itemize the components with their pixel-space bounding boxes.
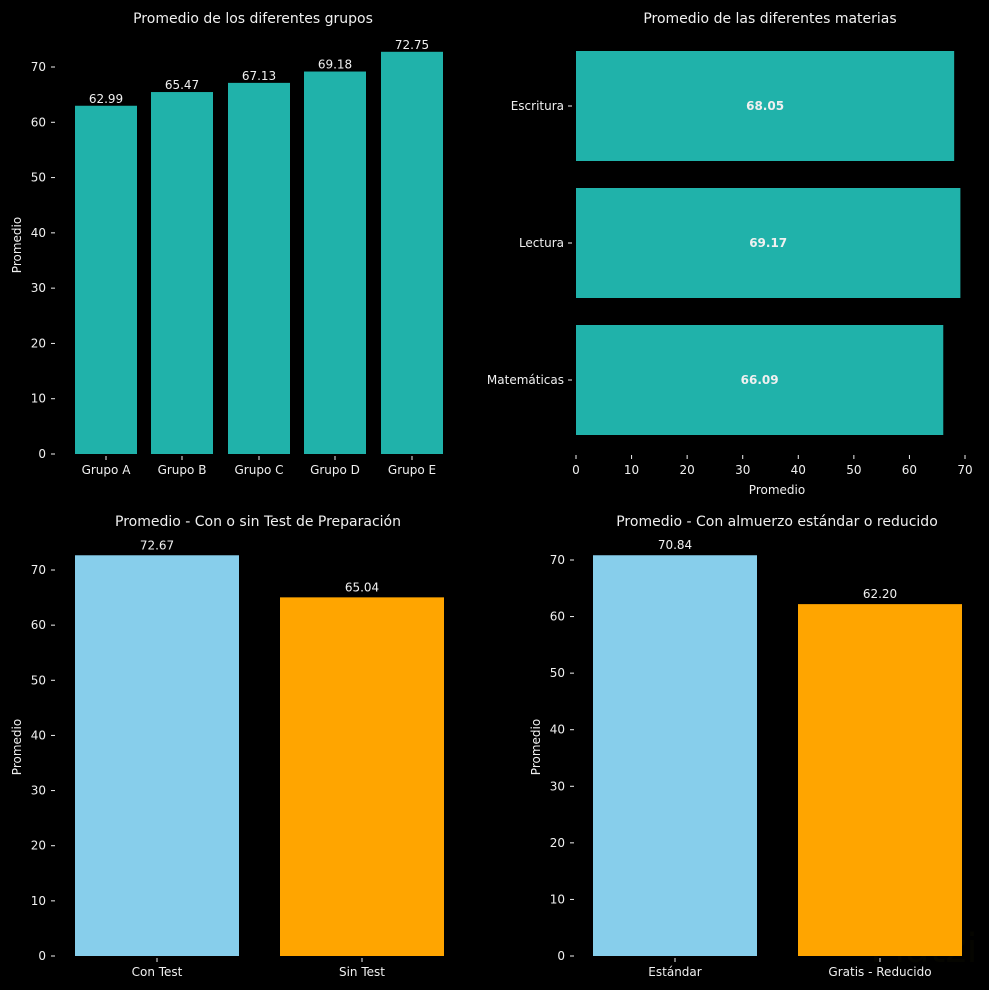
x-tick-label: 10 [624, 463, 639, 477]
bar-value-label: 62.20 [863, 587, 897, 601]
bar-value-label: 62.99 [89, 92, 123, 106]
bar-value-label: 69.17 [749, 236, 787, 250]
x-tick-label: 50 [846, 463, 861, 477]
x-tick-label: 40 [791, 463, 806, 477]
bar-grupo-e [381, 51, 443, 455]
bar-grupo-a [75, 105, 137, 455]
bar-value-label: 70.84 [658, 538, 692, 552]
bar-value-label: 67.13 [242, 69, 276, 83]
x-tick-label: 30 [735, 463, 750, 477]
y-tick-label: 50 [31, 171, 46, 185]
x-tick-label: 60 [902, 463, 917, 477]
bar-value-label: 65.04 [345, 580, 379, 594]
x-tick-label: Gratis - Reducido [828, 965, 931, 979]
x-tick-label: Sin Test [339, 965, 385, 979]
x-axis-label-subjects: Promedio [749, 483, 805, 497]
y-tick-label: 0 [38, 447, 46, 461]
y-tick-label: 70 [31, 60, 46, 74]
y-tick-label: 40 [31, 728, 46, 742]
x-tick-label: Estándar [648, 965, 701, 979]
y-tick-label: 0 [38, 949, 46, 963]
bar-value-label: 65.47 [165, 78, 199, 92]
y-tick-label: 10 [550, 892, 565, 906]
bar-con-test [75, 555, 239, 956]
y-axis-label-prep: Promedio [10, 719, 24, 775]
y-axis-label-groups: Promedio [10, 217, 24, 273]
x-tick-label: 70 [957, 463, 972, 477]
x-tick-label: 0 [572, 463, 580, 477]
bar-value-label: 68.05 [746, 99, 784, 113]
bar-matem-ticas [576, 325, 944, 435]
bar-value-label: 72.67 [140, 538, 174, 552]
chart-lunch: 0 10 20 30 40 50 60 70 70.84 Estándar 62.20 Gratis … [550, 538, 962, 979]
y-tick-label: 20 [31, 839, 46, 853]
y-tick-label: 0 [557, 949, 565, 963]
bar-grupo-b [151, 92, 213, 454]
y-tick-label: Matemáticas [487, 373, 564, 387]
y-tick-label: 30 [31, 281, 46, 295]
bar-grupo-d [304, 71, 366, 454]
y-tick-label: 60 [31, 618, 46, 632]
chart-subjects: 0 10 20 30 40 50 60 70 68.05 Escritura 69.17 Lectur… [487, 51, 973, 477]
y-tick-label: 20 [550, 836, 565, 850]
x-tick-label: Grupo E [388, 463, 436, 477]
x-tick-label: Grupo B [158, 463, 207, 477]
y-tick-label: 20 [31, 336, 46, 350]
x-tick-label: Grupo D [310, 463, 360, 477]
x-tick-label: Con Test [132, 965, 183, 979]
y-tick-label: 40 [31, 226, 46, 240]
x-tick-label: Grupo C [235, 463, 284, 477]
y-tick-label: 30 [31, 784, 46, 798]
y-tick-label: 10 [31, 894, 46, 908]
y-tick-label: 60 [31, 115, 46, 129]
y-tick-label: 10 [31, 392, 46, 406]
x-tick-label: Grupo A [82, 463, 132, 477]
y-tick-label: 50 [31, 673, 46, 687]
bar-gratis-reducido [798, 604, 962, 956]
y-tick-label: 60 [550, 610, 565, 624]
chart-title-lunch: Promedio - Con almuerzo estándar o reduc… [616, 514, 938, 530]
y-tick-label: 30 [550, 779, 565, 793]
chart-title-subjects: Promedio de las diferentes materias [643, 11, 896, 27]
bar-sin-test [280, 597, 444, 956]
bar-value-label: 72.75 [395, 38, 429, 52]
y-tick-label: 50 [550, 666, 565, 680]
bar-value-label: 69.18 [318, 58, 352, 72]
chart-title-prep: Promedio - Con o sin Test de Preparación [115, 514, 401, 530]
bar-escritura [576, 51, 955, 161]
bar-est-ndar [593, 555, 757, 956]
chart-prep: 0 10 20 30 40 50 60 70 72.67 Con Test 65.04 Sin Tes… [31, 538, 444, 979]
bar-lectura [576, 188, 961, 298]
y-tick-label: Lectura [519, 236, 564, 250]
chart-title-groups: Promedio de los diferentes grupos [133, 11, 373, 27]
y-tick-label: Escritura [511, 99, 564, 113]
y-axis-label-lunch: Promedio [529, 719, 543, 775]
x-tick-label: 20 [680, 463, 695, 477]
bar-grupo-c [228, 82, 290, 454]
chart-groups: 0 10 20 30 40 50 60 70 62.99 Grupo A 65.47 Grupo B 6… [31, 38, 443, 477]
bar-value-label: 66.09 [741, 373, 779, 387]
y-tick-label: 40 [550, 723, 565, 737]
y-tick-label: 70 [31, 563, 46, 577]
y-tick-label: 70 [550, 553, 565, 567]
